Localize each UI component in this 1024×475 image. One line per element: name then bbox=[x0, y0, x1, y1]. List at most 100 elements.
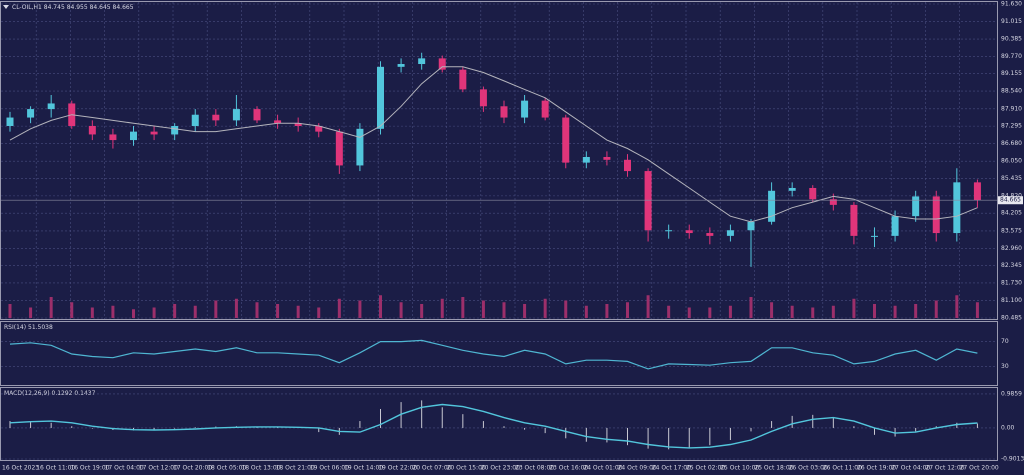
macd-bar bbox=[421, 400, 423, 428]
y-tick-label: 86.680 bbox=[1001, 140, 1022, 147]
y-tick-label: 70 bbox=[1001, 338, 1009, 345]
volume-bar bbox=[379, 295, 382, 318]
x-tick-label: 16 Oct 19:00 bbox=[70, 465, 109, 472]
macd-bar bbox=[50, 422, 52, 428]
x-tick-label: 20 Oct 23:00 bbox=[481, 465, 520, 472]
volume-bar bbox=[667, 305, 671, 318]
candle-body bbox=[212, 114, 220, 121]
candle-body bbox=[541, 100, 549, 118]
candle-body bbox=[850, 204, 858, 236]
candle-body bbox=[788, 187, 796, 191]
macd-bar bbox=[544, 427, 546, 434]
volume-bar bbox=[481, 300, 485, 318]
header-open: 84.745 bbox=[44, 4, 65, 11]
x-tick-label: 19 Oct 22:00 bbox=[378, 465, 417, 472]
macd-bar bbox=[832, 417, 834, 428]
candle-body bbox=[191, 114, 199, 126]
x-tick-label: 16 Oct 2023 bbox=[2, 465, 39, 472]
macd-header: MACD(12,26,9) 0.1292 0.1437 bbox=[4, 390, 96, 397]
macd-bar bbox=[976, 423, 978, 428]
y-tick-label: 82.960 bbox=[1001, 245, 1022, 252]
macd-bar bbox=[709, 427, 711, 446]
last-price-label: 84.665 bbox=[1000, 197, 1021, 204]
macd-bar bbox=[30, 421, 32, 428]
x-tick-label: 18 Oct 21:00 bbox=[276, 465, 315, 472]
volume-bar bbox=[399, 302, 403, 318]
x-tick-label: 25 Oct 18:00 bbox=[754, 465, 793, 472]
macd-bar bbox=[771, 421, 773, 428]
y-tick-label: -0.9013 bbox=[1001, 456, 1024, 463]
volume-bar bbox=[811, 307, 815, 318]
candle-body bbox=[665, 230, 673, 232]
x-tick-label: 17 Oct 20:00 bbox=[173, 465, 212, 472]
volume-bar bbox=[90, 307, 94, 318]
candle-body bbox=[973, 182, 981, 201]
volume-bar bbox=[132, 309, 135, 318]
volume-bar bbox=[852, 298, 856, 318]
x-tick-label: 25 Oct 10:00 bbox=[720, 465, 759, 472]
x-tick-label: 20 Oct 07:00 bbox=[412, 465, 451, 472]
volume-bar bbox=[914, 304, 918, 318]
volume-bar bbox=[564, 300, 568, 318]
volume-bar bbox=[584, 305, 588, 318]
volume-bar bbox=[296, 305, 300, 318]
y-tick-label: 87.910 bbox=[1001, 105, 1022, 112]
macd-bar bbox=[318, 427, 320, 433]
rsi-header: RSI(14) 51.5038 bbox=[4, 324, 53, 331]
volume-bar bbox=[8, 304, 12, 318]
x-tick-label: 16 Oct 11:00 bbox=[36, 465, 75, 472]
rsi-panel bbox=[0, 321, 998, 386]
macd-bar bbox=[894, 427, 896, 437]
candle-body bbox=[274, 120, 282, 124]
macd-bar bbox=[874, 427, 875, 435]
volume-bar bbox=[111, 305, 115, 318]
macd-bar bbox=[585, 427, 587, 442]
macd-bar bbox=[174, 427, 176, 429]
candle-body bbox=[932, 196, 940, 234]
header-low: 84.645 bbox=[90, 4, 111, 11]
candle-body bbox=[624, 159, 631, 172]
x-tick-label: 20 Oct 15:00 bbox=[447, 465, 486, 472]
menu-icon bbox=[3, 5, 9, 9]
candle-body bbox=[479, 89, 487, 107]
candle-body bbox=[109, 134, 117, 141]
volume-bar bbox=[461, 297, 465, 318]
candle-body bbox=[726, 230, 734, 236]
volume-bar bbox=[214, 300, 218, 318]
header-high: 84.955 bbox=[67, 4, 88, 11]
macd-bar bbox=[688, 427, 690, 448]
x-tick-label: 19 Oct 06:00 bbox=[310, 465, 349, 472]
x-tick-label: 26 Oct 03:00 bbox=[789, 465, 828, 472]
candle-body bbox=[377, 66, 384, 129]
macd-bar bbox=[194, 427, 196, 428]
volume-bar bbox=[749, 297, 753, 318]
macd-bar bbox=[627, 427, 628, 446]
y-tick-label: 89.155 bbox=[1001, 70, 1022, 77]
candle-body bbox=[562, 117, 570, 163]
volume-bar bbox=[29, 307, 33, 318]
macd-bar bbox=[91, 427, 93, 429]
rsi-line bbox=[9, 339, 978, 370]
x-tick-label: 19 Oct 14:00 bbox=[344, 465, 383, 472]
candle-body bbox=[150, 131, 158, 135]
macd-main: 0.1292 bbox=[52, 390, 73, 397]
volume-bar bbox=[770, 302, 774, 318]
y-tick-label: 86.050 bbox=[1001, 158, 1022, 165]
y-tick-label: 85.435 bbox=[1001, 175, 1022, 182]
candle-body bbox=[582, 156, 590, 163]
candle-body bbox=[953, 182, 961, 234]
volume-bar bbox=[337, 298, 341, 318]
candle-body bbox=[294, 123, 302, 126]
macd-bar bbox=[462, 414, 464, 428]
y-tick-label: 30 bbox=[1001, 363, 1009, 370]
volume-bar bbox=[173, 304, 177, 318]
volume-bar bbox=[626, 302, 629, 318]
candle-body bbox=[6, 117, 14, 126]
y-tick-label: 91.630 bbox=[1001, 1, 1022, 8]
y-tick-label: 87.295 bbox=[1001, 123, 1022, 130]
volume-bar bbox=[728, 305, 732, 318]
macd-bar bbox=[565, 427, 567, 439]
y-tick-label: 81.730 bbox=[1001, 279, 1022, 286]
candle-body bbox=[418, 58, 426, 65]
